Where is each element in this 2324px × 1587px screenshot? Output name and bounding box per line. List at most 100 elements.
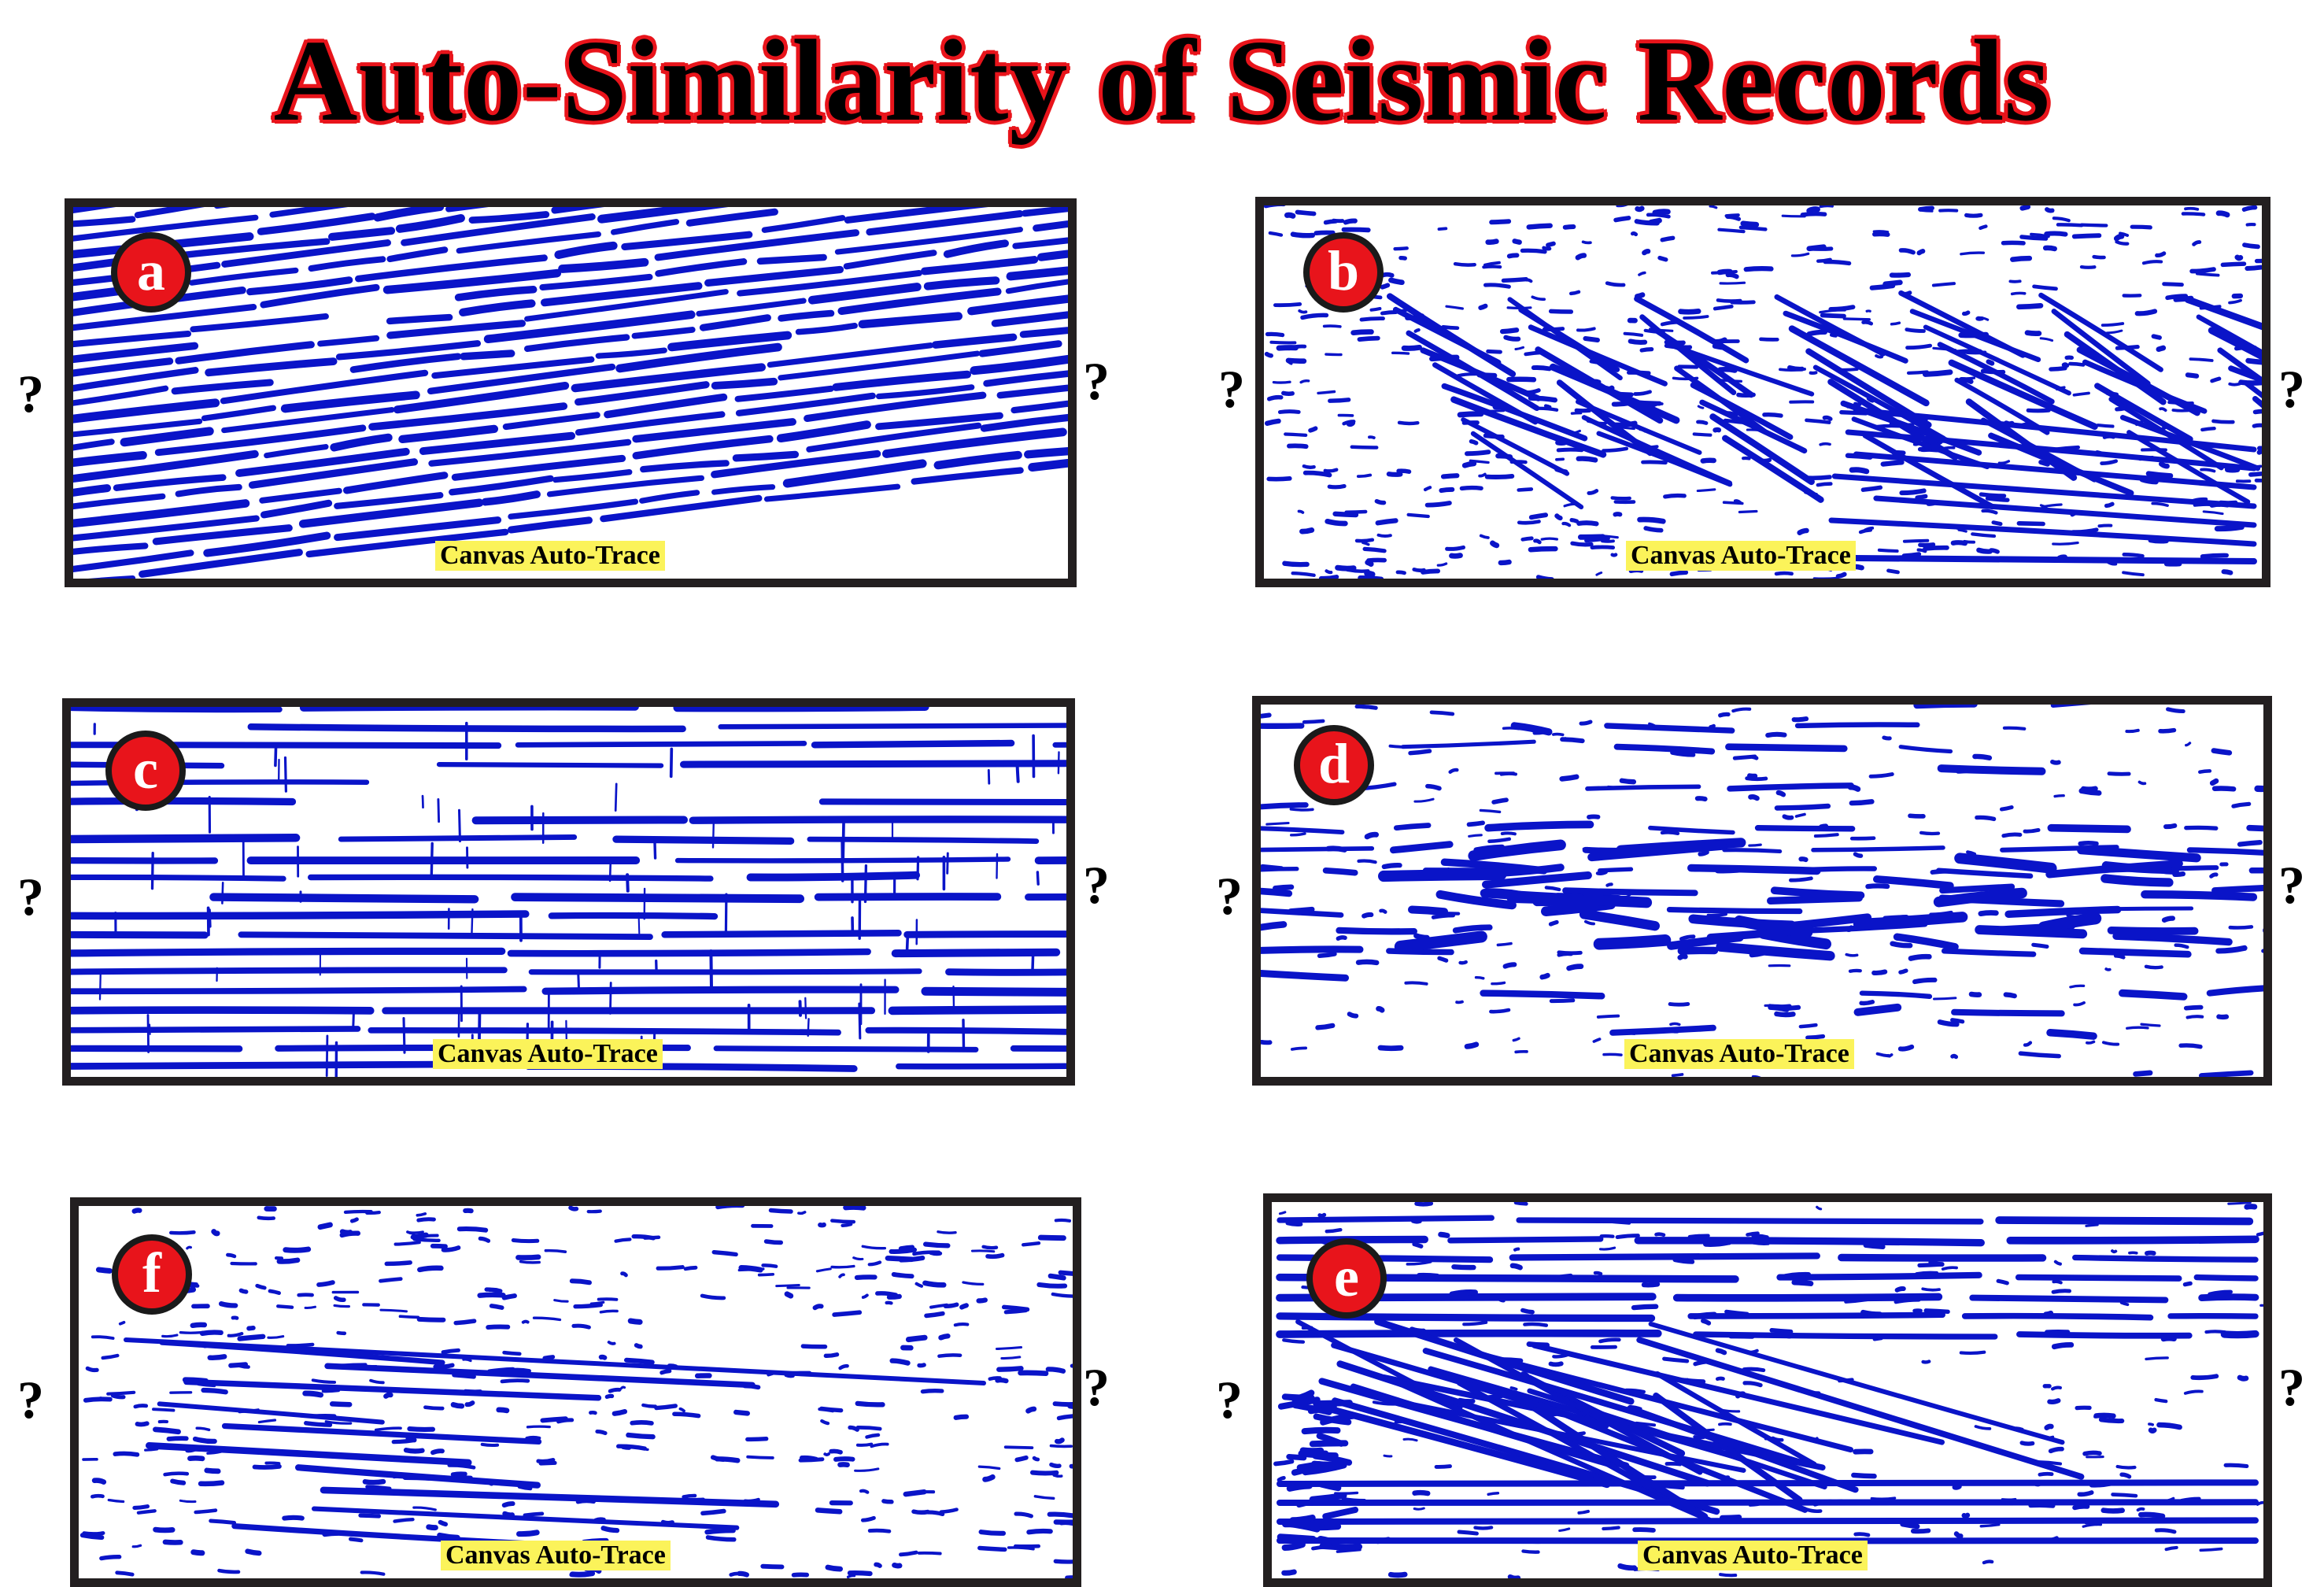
reflector-f [266, 1463, 279, 1464]
reflector-d [2164, 919, 2173, 920]
reflector-f [396, 1242, 419, 1244]
reflector-b [2245, 245, 2258, 246]
reflector-a [402, 429, 494, 439]
reflector-f [708, 1530, 733, 1532]
reflector-b [1299, 511, 1303, 512]
reflector-e [1543, 1413, 1557, 1414]
reflector-e [1738, 1394, 1743, 1396]
reflector-f [713, 1457, 723, 1459]
reflector-e [1923, 1362, 1930, 1363]
reflector-d [1733, 709, 1749, 711]
reflector-f [214, 1232, 218, 1234]
reflector-d [2181, 1045, 2200, 1047]
reflector-f [863, 1246, 885, 1249]
seismic-panel-a: a Canvas Auto-Trace [65, 198, 1077, 587]
reflector-e [1745, 1383, 1761, 1385]
reflector-f [504, 1296, 515, 1298]
panel-caption-c: Canvas Auto-Trace [433, 1039, 663, 1069]
reflector-b [1501, 562, 1509, 563]
reflector-f [922, 1391, 941, 1392]
reflector-d [1261, 972, 1346, 978]
reflector-f [241, 1290, 246, 1292]
reflector-d [1598, 1016, 1618, 1017]
reflector-a [73, 546, 145, 553]
reflector-e [1289, 1457, 1304, 1458]
reflector-e [1459, 1532, 1477, 1533]
reflector-b [1480, 475, 1485, 476]
reflector-e [2138, 1509, 2144, 1511]
reflector-a [715, 487, 773, 493]
reflector-b [2245, 208, 2256, 210]
reflector-b [2019, 523, 2043, 524]
reflector-d [1328, 849, 1345, 850]
reflector-d [1981, 913, 1996, 914]
reflector-f [1072, 1365, 1073, 1367]
reflector-c [404, 1019, 405, 1053]
reflector-a [400, 218, 461, 228]
reflector-b [2034, 287, 2056, 289]
reflector-f [555, 1300, 567, 1302]
reflector-f [1016, 1514, 1031, 1516]
reflector-b [2058, 224, 2082, 225]
reflector-e [1303, 1451, 1321, 1452]
reflector-d [2025, 1043, 2030, 1045]
reflector-b [2074, 393, 2089, 394]
panel-label-badge-c: c [105, 731, 186, 811]
reflector-c [907, 936, 908, 953]
reflector-a [708, 270, 841, 283]
reflector-d [2025, 830, 2038, 831]
reflector-a [642, 493, 697, 501]
reflector-b [2192, 269, 2214, 271]
reflector-d [1483, 993, 1602, 997]
reflector-b [1270, 233, 1281, 235]
reflector-f [887, 1303, 892, 1304]
reflector-b [1818, 260, 1831, 261]
reflector-b [1809, 209, 1818, 211]
reflector-b [2212, 379, 2219, 381]
reflector-d [1850, 787, 1858, 789]
reflector-c [71, 990, 524, 992]
reflector-f [240, 1337, 264, 1339]
reflector-f [848, 1576, 855, 1578]
reflector-b [1288, 361, 1291, 364]
reflector-f [615, 1411, 625, 1414]
reflector-d [2176, 945, 2188, 948]
reflector-a [312, 259, 383, 268]
reflector-b [1655, 212, 1668, 213]
reflector-f [759, 1274, 774, 1275]
reflector-b [1592, 547, 1613, 548]
reflector-f [917, 1284, 922, 1286]
reflector-e [1523, 1311, 1532, 1312]
reflector-f [888, 1258, 911, 1260]
reflector-b [1648, 215, 1668, 216]
reflector-b [1409, 515, 1428, 516]
reflector-e [1441, 1234, 1448, 1235]
reflector-d [1901, 1047, 1912, 1049]
reflector-d [2080, 843, 2097, 844]
reflector-d [2020, 1053, 2059, 1056]
reflector-f [1053, 1294, 1073, 1297]
reflector-d [1488, 824, 1590, 827]
reflector-f [187, 1247, 191, 1249]
reflector-a [699, 301, 804, 313]
reflector-d [1768, 734, 1784, 735]
reflector-f [863, 1295, 867, 1297]
reflector-d [1622, 892, 1629, 894]
reflector-d [1393, 845, 1450, 850]
reflector-d [1668, 1030, 1677, 1031]
reflector-b [1401, 258, 1405, 259]
reflector-b [1470, 461, 1488, 462]
reflector-a [847, 253, 934, 266]
reflector-f [139, 1511, 155, 1512]
reflector-f [135, 1210, 140, 1211]
reflector-b [2028, 410, 2049, 411]
reflector-b [1284, 393, 1292, 394]
reflector-b [2148, 474, 2171, 476]
reflector-f [685, 1267, 696, 1269]
reflector-e [1667, 1463, 1680, 1464]
reflector-b [2159, 348, 2163, 350]
reflector-f [855, 1469, 878, 1470]
reflector-c [1039, 859, 1066, 860]
reflector-e [1450, 1239, 1601, 1241]
reflector-e [1634, 1477, 1655, 1478]
